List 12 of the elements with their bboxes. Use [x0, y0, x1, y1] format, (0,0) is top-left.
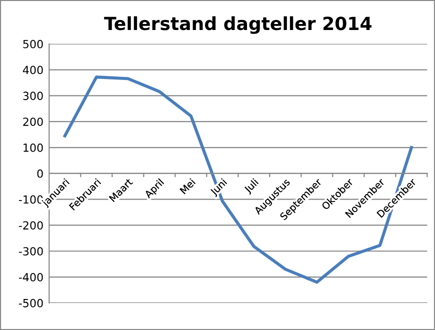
y-tick-label: -500 [18, 298, 43, 308]
x-tick-label: Mei [180, 178, 196, 194]
y-tick-label: 400 [22, 66, 43, 74]
y-tick-label: 300 [23, 92, 43, 100]
y-tick-label: -300 [18, 247, 43, 256]
y-tick-label: 0 [37, 169, 43, 178]
y-tick-label: -200 [18, 221, 43, 230]
chart-title: Tellerstand dagteller 2014 [104, 16, 372, 34]
y-tick-label: 500 [23, 40, 43, 48]
y-tick-label: 200 [23, 118, 43, 126]
y-tick-label: 100 [24, 143, 43, 152]
y-tick-label: -400 [18, 273, 43, 282]
